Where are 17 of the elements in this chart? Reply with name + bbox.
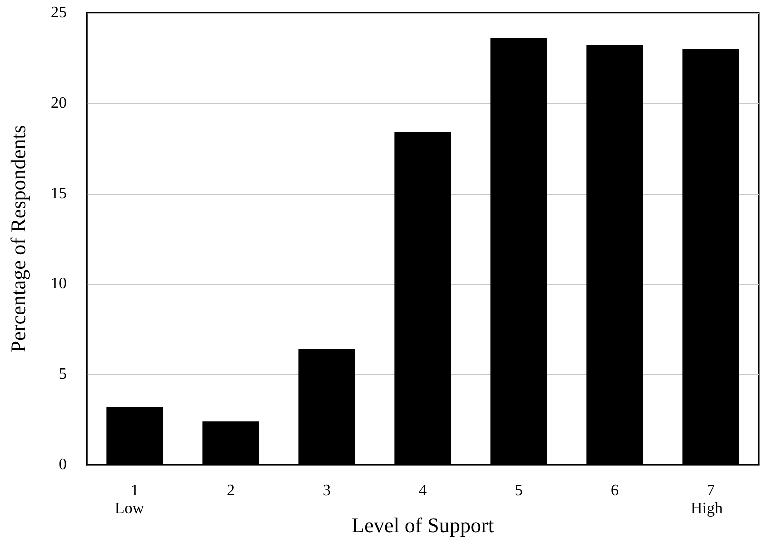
x-tick-label: 3: [323, 482, 331, 500]
y-tick-label: 5: [59, 366, 67, 384]
text: High: [691, 500, 723, 518]
y-tick-label: 0: [59, 456, 67, 474]
y-axis-title: Percentage of Respondents: [6, 125, 30, 353]
y-tick-label: 25: [51, 4, 67, 22]
y-tick-label: 10: [51, 276, 67, 293]
x-tick-label: 4: [419, 482, 427, 500]
x-tick-label: 1: [131, 482, 139, 500]
x-tick-label: 7: [707, 482, 715, 500]
x-tick-label: 2: [227, 482, 235, 500]
y-tick-label: 15: [51, 185, 67, 202]
text: Low: [115, 500, 145, 518]
x-tick-label: 5: [515, 482, 523, 500]
x-axis-title: Level of Support: [352, 514, 494, 538]
y-tick-label: 20: [51, 94, 67, 112]
x-tick-label: 6: [611, 482, 619, 500]
